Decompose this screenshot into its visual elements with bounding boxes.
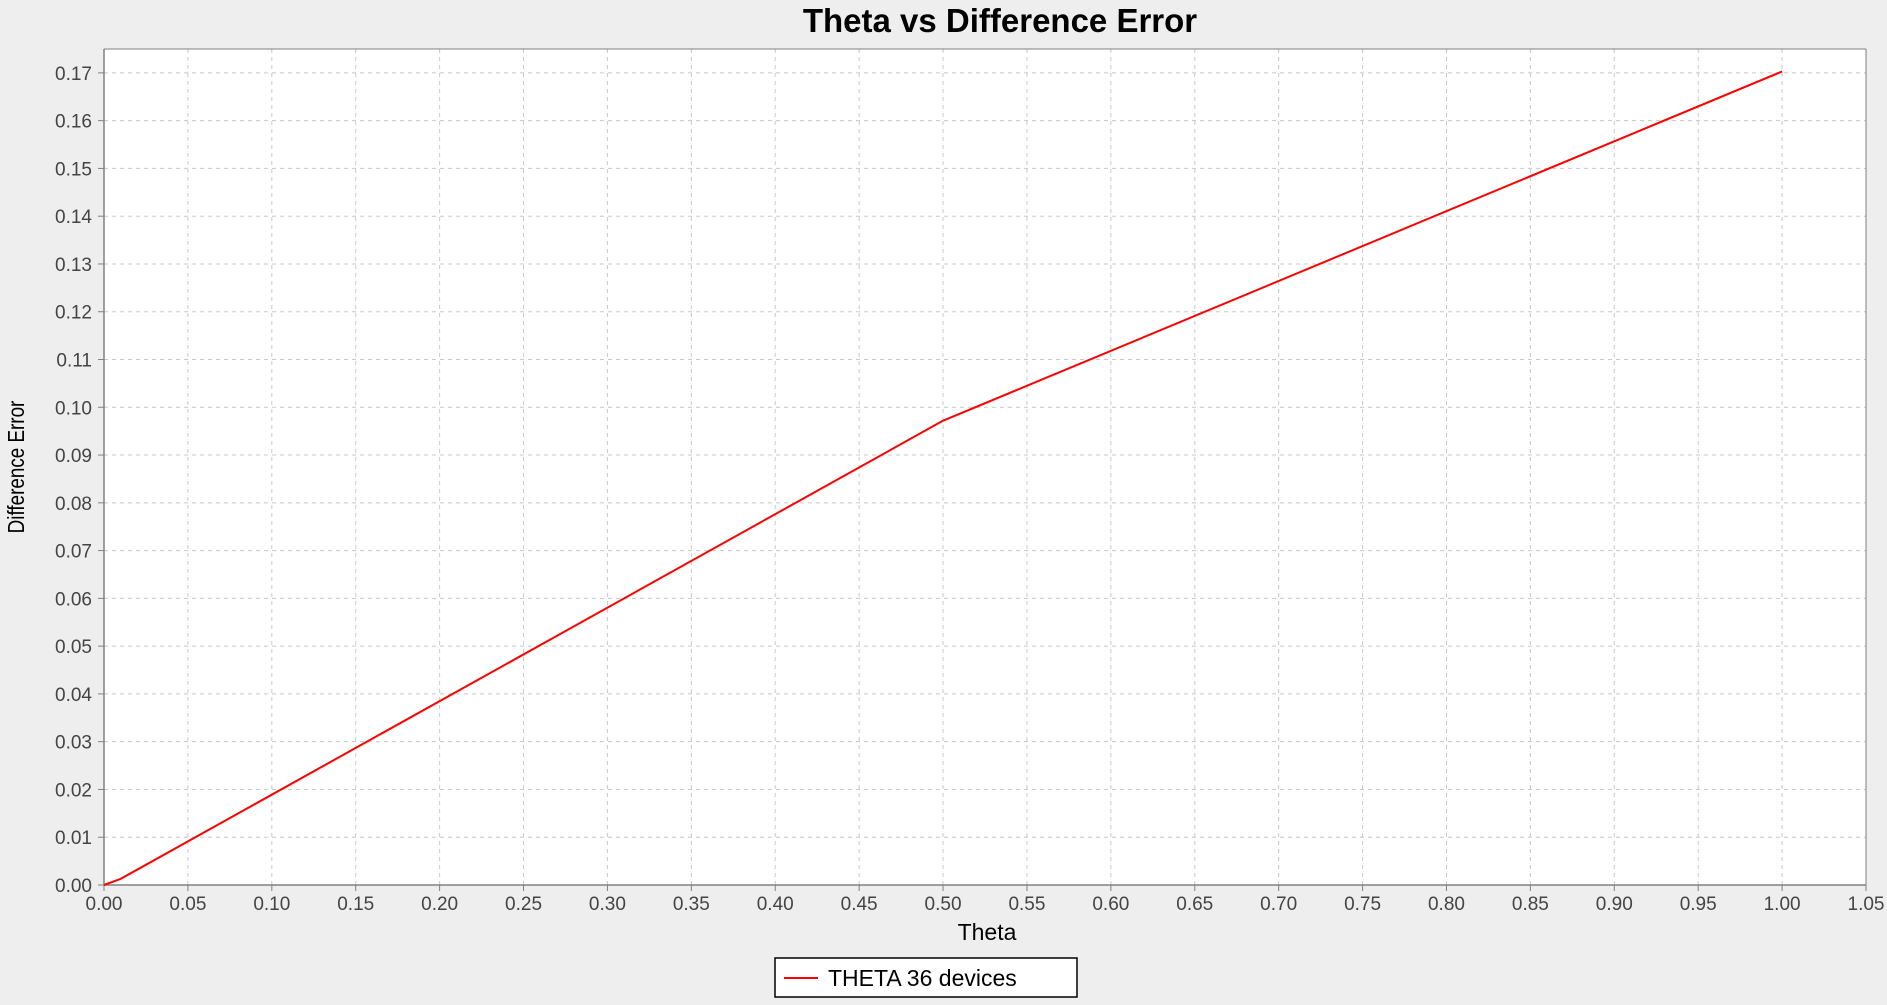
chart-title: Theta vs Difference Error	[803, 2, 1197, 39]
x-tick-label: 0.75	[1344, 894, 1381, 915]
y-tick-label: 0.04	[55, 685, 92, 706]
y-tick-label: 0.03	[55, 733, 92, 754]
x-tick-label: 0.90	[1596, 894, 1633, 915]
legend-box	[774, 957, 1078, 998]
y-tick-label: 0.11	[56, 351, 92, 372]
x-tick-label: 0.70	[1260, 894, 1297, 915]
y-tick-label: 0.07	[55, 542, 92, 563]
x-tick-label: 0.20	[421, 894, 458, 915]
x-tick-label: 0.40	[757, 894, 794, 915]
y-tick-label: 0.00	[55, 876, 92, 897]
legend: THETA 36 devices	[774, 957, 1078, 998]
x-tick-label: 0.60	[1092, 894, 1129, 915]
gridlines	[104, 49, 1866, 885]
x-tick-label: 0.25	[505, 894, 542, 915]
y-tick-label: 0.10	[55, 398, 92, 419]
y-tick-label: 0.14	[55, 207, 92, 228]
y-axis-label: Difference Error	[4, 401, 29, 534]
tick-labels: 0.00 0.05 0.10 0.15 0.20 0.25 0.30 0.35 0.40 0.45…	[55, 64, 1884, 915]
x-tick-label: 0.30	[589, 894, 626, 915]
y-tick-label: 0.13	[55, 255, 92, 276]
legend-label: THETA 36 devices	[828, 965, 1017, 991]
x-tick-label: 0.50	[925, 894, 962, 915]
y-tick-label: 0.15	[55, 159, 92, 180]
y-tick-label: 0.08	[55, 494, 92, 515]
y-tick-label: 0.01	[55, 828, 92, 849]
x-tick-label: 0.85	[1512, 894, 1549, 915]
x-tick-label: 1.00	[1764, 894, 1801, 915]
series-lines	[103, 70, 1783, 886]
y-tick-label: 0.06	[55, 589, 92, 610]
x-tick-label: 0.45	[841, 894, 878, 915]
axes	[98, 48, 1867, 891]
y-tick-label: 0.09	[55, 446, 92, 467]
x-tick-label: 0.00	[86, 894, 123, 915]
x-tick-label: 0.15	[337, 894, 374, 915]
plot-area	[104, 49, 1866, 885]
x-tick-label: 0.35	[673, 894, 710, 915]
x-tick-label: 0.95	[1680, 894, 1717, 915]
x-tick-label: 0.80	[1428, 894, 1465, 915]
x-tick-label: 0.65	[1176, 894, 1213, 915]
x-tick-label: 1.05	[1848, 894, 1885, 915]
series-line	[103, 70, 1783, 886]
x-tick-label: 0.10	[253, 894, 290, 915]
y-tick-label: 0.17	[55, 64, 92, 85]
x-axis-label: Theta	[958, 919, 1017, 945]
x-tick-label: 0.55	[1008, 894, 1045, 915]
y-tick-label: 0.12	[55, 303, 92, 324]
y-tick-label: 0.02	[55, 780, 92, 801]
y-tick-label: 0.16	[55, 112, 92, 133]
y-tick-label: 0.05	[55, 637, 92, 658]
x-tick-label: 0.05	[169, 894, 206, 915]
